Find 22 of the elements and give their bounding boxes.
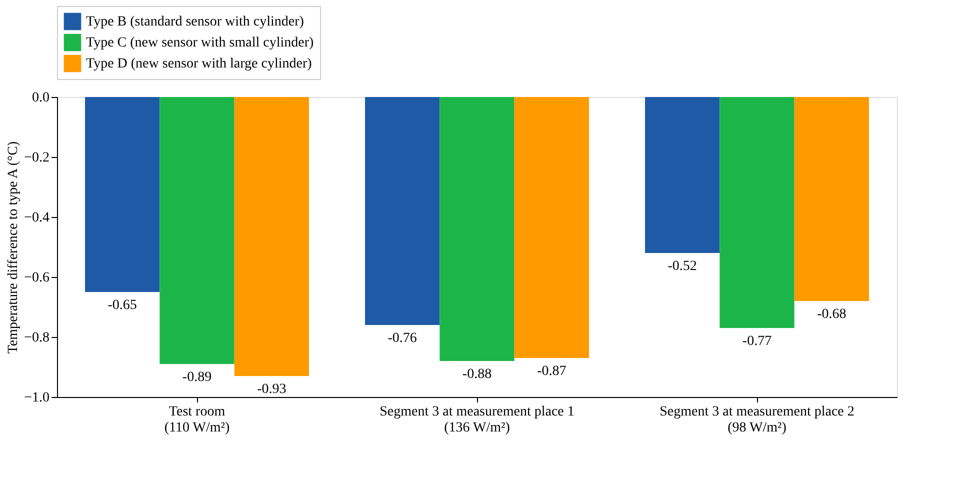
legend-label: Type D (new sensor with large cylinder) [86, 56, 312, 72]
data-label: -0.68 [817, 307, 846, 322]
legend-label: Type B (standard sensor with cylinder) [86, 14, 304, 30]
x-tick-label: Segment 3 at measurement place 2 (98 W/m²) [660, 404, 854, 436]
data-label: -0.93 [257, 382, 286, 397]
x-tick-label: Test room (110 W/m²) [164, 404, 230, 436]
x-tick-label: Segment 3 at measurement place 1 (136 W/m²) [380, 404, 574, 436]
y-tick-label: −0.4 [24, 210, 50, 226]
data-label: -0.88 [462, 367, 492, 382]
y-axis-title: Temperature difference to type A (°C) [6, 141, 22, 354]
y-tick-label: 0.0 [32, 90, 50, 106]
y-tick-label: −0.2 [24, 150, 50, 166]
data-label: -0.89 [182, 370, 212, 385]
data-label: -0.65 [108, 298, 137, 313]
legend-label: Type C (new sensor with small cylinder) [86, 36, 314, 50]
y-tick-label: −0.8 [24, 330, 50, 346]
data-label: -0.76 [388, 331, 417, 346]
y-tick-label: −1.0 [24, 390, 50, 406]
data-label: -0.52 [668, 259, 697, 274]
data-label: -0.87 [537, 364, 566, 379]
data-label: -0.77 [742, 334, 772, 349]
y-tick-label: −0.6 [24, 270, 50, 286]
